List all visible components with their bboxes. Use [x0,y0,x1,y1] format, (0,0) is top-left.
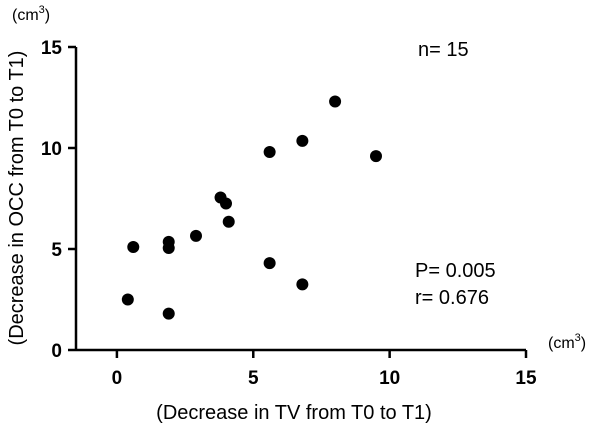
x-tick-label: 15 [515,368,537,389]
y-axis-title: (Decrease in OCC from T0 to T1) [6,51,28,346]
data-point [263,146,276,159]
data-point [121,293,134,306]
n-annotation: n= 15 [418,39,469,61]
data-point [162,307,175,320]
data-point [190,229,202,242]
x-axis-unit: (cm3) [548,332,586,352]
data-points [121,95,382,320]
data-point [296,134,309,147]
data-point [263,257,276,270]
x-axis: 0 5 10 15 (cm3) (Decrease in TV from T0 to … [76,332,586,424]
r-value-annotation: r= 0.676 [415,287,489,309]
data-point [329,95,342,108]
data-point [296,278,309,291]
y-tick-label: 15 [41,38,63,59]
x-tick-label: 10 [379,368,400,389]
y-tick-label: 5 [51,240,62,261]
data-point [220,197,232,210]
y-axis-unit: (cm3) [12,4,50,24]
x-axis-title: (Decrease in TV from T0 to T1) [156,402,432,424]
data-point [162,235,175,248]
p-value-annotation: P= 0.005 [415,260,496,282]
x-tick-label: 5 [248,368,259,389]
y-axis: 0 5 10 15 (cm3) (Decrease in OCC from T0 to… [6,4,78,362]
y-ticks: 0 5 10 15 [41,38,76,362]
y-tick-label: 0 [51,341,62,362]
x-tick-label: 0 [112,368,123,389]
data-point [370,150,382,163]
data-point [127,240,140,253]
data-point [222,215,235,228]
x-ticks: 0 5 10 15 [112,350,537,389]
y-tick-label: 10 [41,139,62,160]
